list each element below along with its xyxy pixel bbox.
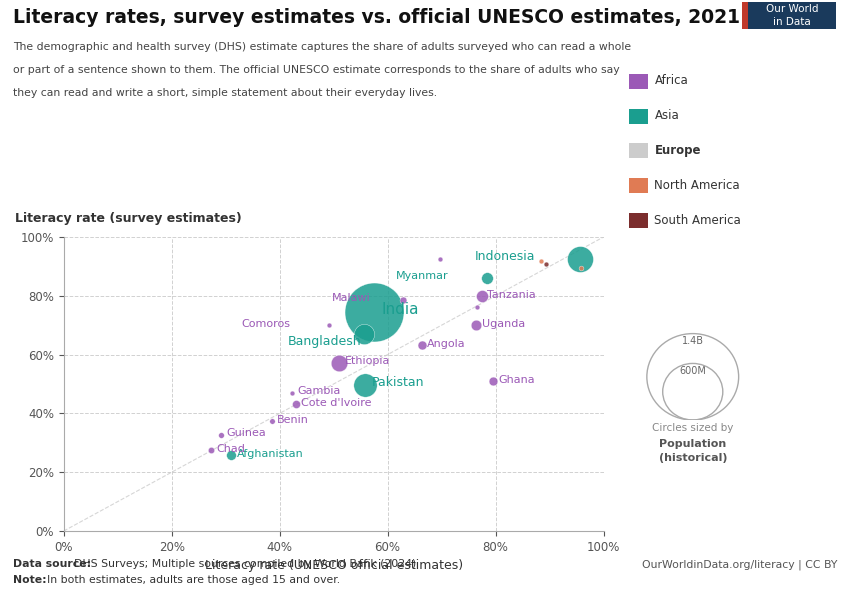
Point xyxy=(396,295,410,305)
Point xyxy=(573,254,586,263)
Point xyxy=(415,340,428,350)
Point xyxy=(434,254,447,263)
Point xyxy=(322,320,336,330)
Text: Ethiopia: Ethiopia xyxy=(344,356,390,367)
Text: Circles sized by: Circles sized by xyxy=(652,423,734,433)
Text: Uganda: Uganda xyxy=(481,319,524,329)
Point xyxy=(286,388,299,397)
Text: Note:: Note: xyxy=(13,575,50,585)
Text: Asia: Asia xyxy=(654,109,679,122)
Text: The demographic and health survey (DHS) estimate captures the share of adults su: The demographic and health survey (DHS) … xyxy=(13,42,631,52)
Point xyxy=(469,320,483,330)
Point xyxy=(470,302,484,312)
Text: 1.4B: 1.4B xyxy=(682,336,704,346)
X-axis label: Literacy rate (UNESCO official estimates): Literacy rate (UNESCO official estimates… xyxy=(205,559,462,572)
Text: North America: North America xyxy=(654,179,740,192)
Point xyxy=(204,445,218,455)
Point xyxy=(289,399,303,409)
Text: Bangladesh: Bangladesh xyxy=(288,335,362,348)
Text: Cote d'Ivoire: Cote d'Ivoire xyxy=(301,398,371,408)
Point xyxy=(224,451,238,460)
Text: Guinea: Guinea xyxy=(227,428,267,439)
Point xyxy=(358,380,371,390)
Text: 600M: 600M xyxy=(679,366,706,376)
Text: Myanmar: Myanmar xyxy=(395,271,448,281)
Point xyxy=(475,291,489,301)
Point xyxy=(214,430,228,439)
Point xyxy=(358,329,371,339)
Text: Pakistan: Pakistan xyxy=(371,376,424,389)
Text: OurWorldinData.org/literacy | CC BY: OurWorldinData.org/literacy | CC BY xyxy=(642,559,837,570)
Text: Angola: Angola xyxy=(427,339,466,349)
Text: Population: Population xyxy=(659,439,727,449)
Text: Gambia: Gambia xyxy=(298,386,341,397)
Text: or part of a sentence shown to them. The official UNESCO estimate corresponds to: or part of a sentence shown to them. The… xyxy=(13,65,620,75)
Text: Tanzania: Tanzania xyxy=(487,290,536,299)
Text: Indonesia: Indonesia xyxy=(475,250,536,263)
Text: Our World
in Data: Our World in Data xyxy=(766,4,819,27)
Text: South America: South America xyxy=(654,214,741,227)
Text: Europe: Europe xyxy=(654,144,701,157)
Point xyxy=(366,307,380,317)
Text: India: India xyxy=(381,302,418,317)
Text: Africa: Africa xyxy=(654,74,688,88)
Text: DHS Surveys; Multiple sources compiled by World Bank (2024): DHS Surveys; Multiple sources compiled b… xyxy=(74,559,416,569)
Text: Benin: Benin xyxy=(277,415,309,425)
Text: (historical): (historical) xyxy=(659,453,727,463)
Point xyxy=(535,256,548,265)
Text: they can read and write a short, simple statement about their everyday lives.: they can read and write a short, simple … xyxy=(13,88,437,98)
Text: Literacy rate (survey estimates): Literacy rate (survey estimates) xyxy=(15,212,242,225)
Point xyxy=(332,358,346,367)
Text: Afghanistan: Afghanistan xyxy=(236,449,303,459)
Text: Comoros: Comoros xyxy=(241,319,290,329)
Point xyxy=(486,376,500,386)
Text: Literacy rates, survey estimates vs. official UNESCO estimates, 2021: Literacy rates, survey estimates vs. off… xyxy=(13,8,740,27)
Text: Malawi: Malawi xyxy=(332,293,371,302)
Point xyxy=(539,260,552,269)
Point xyxy=(264,416,278,425)
Text: In both estimates, adults are those aged 15 and over.: In both estimates, adults are those aged… xyxy=(47,575,340,585)
Point xyxy=(574,263,587,273)
Text: Ghana: Ghana xyxy=(499,375,536,385)
Text: Chad: Chad xyxy=(216,444,245,454)
Text: Data source:: Data source: xyxy=(13,559,94,569)
Point xyxy=(480,273,494,283)
